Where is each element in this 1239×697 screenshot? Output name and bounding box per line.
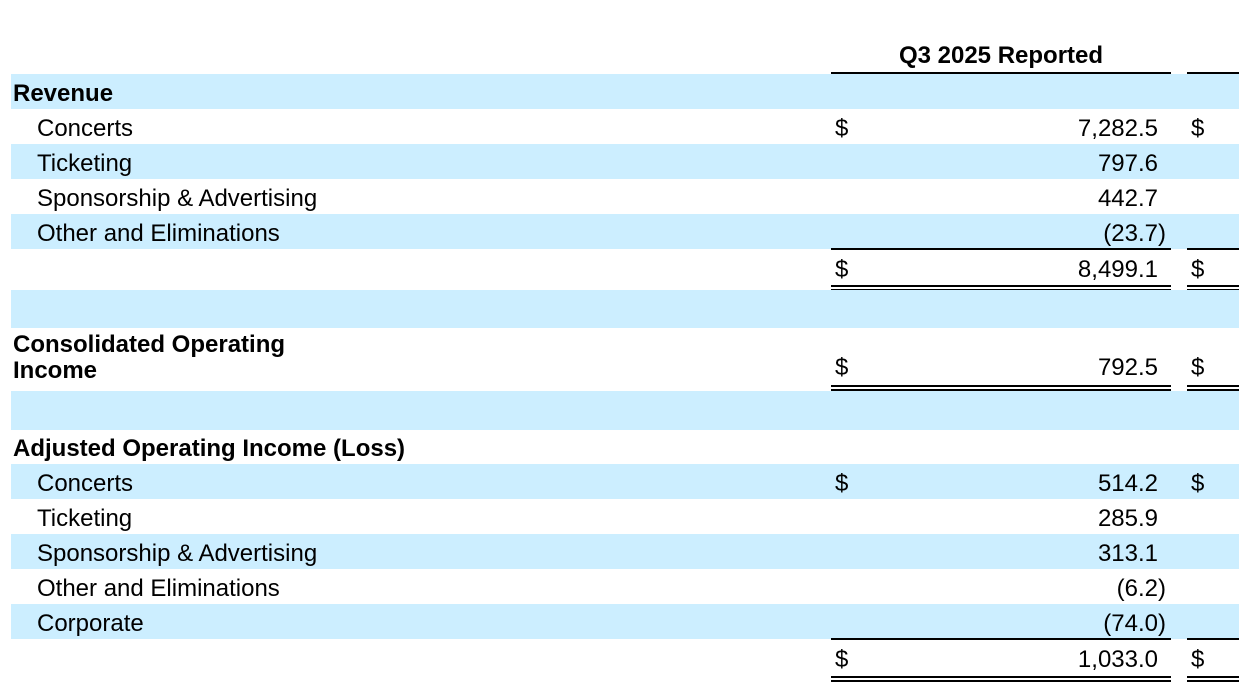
- adjusted-heading: Adjusted Operating Income (Loss): [13, 435, 406, 462]
- adjusted-total-amount: 1,033.0: [1077, 646, 1158, 673]
- dollar-sign: $: [835, 115, 849, 142]
- dollar-sign-next-column: $: [1191, 470, 1205, 497]
- revenue-heading-row: Revenue: [11, 74, 1239, 109]
- row-label: Concerts: [37, 115, 134, 142]
- table-row: Sponsorship & Advertising 313.1: [11, 534, 1239, 569]
- dollar-sign-next-column: $: [1191, 115, 1205, 142]
- consolidated-title-line2: Income: [13, 357, 98, 384]
- row-amount: 7,282.5: [1077, 115, 1158, 142]
- total-double-rule-next: [1187, 385, 1239, 391]
- subtotal-rule: [831, 248, 1171, 250]
- dollar-sign: $: [835, 354, 849, 381]
- table-row: Sponsorship & Advertising 442.7: [11, 179, 1239, 214]
- dollar-sign: $: [835, 256, 849, 283]
- row-label: Concerts: [37, 470, 134, 497]
- total-double-rule-next: [1187, 676, 1239, 682]
- dollar-sign-next-column: $: [1191, 256, 1205, 283]
- row-amount: (74.0): [1103, 610, 1166, 637]
- dollar-sign-next-column: $: [1191, 354, 1205, 381]
- adjusted-total-row: $ 1,033.0 $: [11, 640, 1239, 675]
- adjusted-heading-row: Adjusted Operating Income (Loss): [11, 430, 1239, 464]
- spacer-row: [11, 290, 1239, 328]
- row-label: Sponsorship & Advertising: [37, 185, 318, 212]
- dollar-sign: $: [835, 470, 849, 497]
- consolidated-title-line1: Consolidated Operating: [13, 331, 286, 358]
- table-row: Other and Eliminations (6.2): [11, 569, 1239, 604]
- column-header-q3-2025: Q3 2025 Reported: [831, 40, 1171, 74]
- column-header-underline-next: [1187, 72, 1239, 74]
- row-label: Other and Eliminations: [37, 220, 280, 247]
- row-label: Corporate: [37, 610, 144, 637]
- subtotal-rule: [831, 638, 1171, 640]
- row-amount: (6.2): [1116, 575, 1166, 602]
- table-row: Ticketing 797.6: [11, 144, 1239, 179]
- dollar-sign-next-column: $: [1191, 646, 1205, 673]
- consolidated-amount: 792.5: [1097, 354, 1158, 381]
- row-label: Sponsorship & Advertising: [37, 540, 318, 567]
- total-double-rule: [831, 676, 1171, 682]
- table-row: Other and Eliminations (23.7): [11, 214, 1239, 249]
- row-amount: 313.1: [1097, 540, 1158, 567]
- table-row: Ticketing 285.9: [11, 499, 1239, 534]
- table-row: Concerts $ 514.2 $: [11, 464, 1239, 499]
- row-amount: 514.2: [1097, 470, 1158, 497]
- row-label: Other and Eliminations: [37, 575, 280, 602]
- revenue-total-row: $ 8,499.1 $: [11, 250, 1239, 285]
- row-amount: 442.7: [1097, 185, 1158, 212]
- total-double-rule: [831, 385, 1171, 391]
- row-amount: 285.9: [1097, 505, 1158, 532]
- row-label: Ticketing: [37, 150, 133, 177]
- table-row: Corporate (74.0): [11, 604, 1239, 639]
- consolidated-operating-income-row: Consolidated Operating Income $ 792.5 $: [11, 328, 1239, 384]
- subtotal-rule-next: [1187, 638, 1239, 640]
- spacer-row: [11, 391, 1239, 430]
- row-amount: (23.7): [1103, 220, 1166, 247]
- revenue-total-amount: 8,499.1: [1077, 256, 1158, 283]
- row-amount: 797.6: [1097, 150, 1158, 177]
- subtotal-rule-next: [1187, 248, 1239, 250]
- dollar-sign: $: [835, 646, 849, 673]
- table-row: Concerts $ 7,282.5 $: [11, 109, 1239, 144]
- row-label: Ticketing: [37, 505, 133, 532]
- revenue-heading: Revenue: [13, 80, 114, 107]
